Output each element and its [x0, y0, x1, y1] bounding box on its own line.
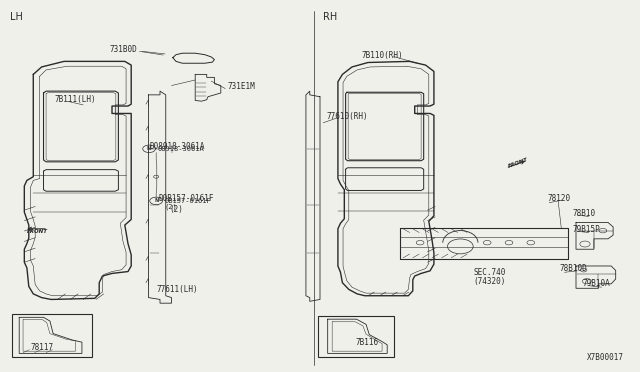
Text: 78117: 78117: [31, 343, 54, 352]
Text: 731B0D: 731B0D: [110, 45, 138, 54]
Text: Ð08918-3061A: Ð08918-3061A: [150, 142, 206, 151]
Text: 78120: 78120: [547, 194, 570, 203]
Text: RH: RH: [323, 12, 337, 22]
Text: 7B110(RH): 7B110(RH): [362, 51, 403, 60]
Text: N: N: [147, 146, 151, 151]
Text: N: N: [154, 198, 158, 203]
Bar: [318, 316, 394, 357]
Text: 78B10D: 78B10D: [560, 264, 588, 273]
Text: FRONT: FRONT: [27, 229, 48, 234]
Text: (2): (2): [170, 205, 184, 214]
Text: 79B10A: 79B10A: [582, 279, 610, 288]
Text: 77610(RH): 77610(RH): [326, 112, 368, 121]
Text: X7B00017: X7B00017: [587, 353, 624, 362]
Text: 731E1M: 731E1M: [227, 82, 255, 91]
Text: 7B116: 7B116: [355, 338, 378, 347]
Text: 0B157-0161F: 0B157-0161F: [164, 198, 211, 204]
Bar: [12, 314, 92, 357]
Text: 7B111(LH): 7B111(LH): [54, 95, 96, 104]
Text: SEC.740: SEC.740: [474, 268, 506, 277]
Text: 78B10: 78B10: [573, 209, 596, 218]
Text: FRONT: FRONT: [508, 157, 529, 169]
Text: 08918-3061A: 08918-3061A: [157, 146, 204, 152]
Text: Ð0B157-0161F: Ð0B157-0161F: [159, 194, 214, 203]
Text: 79B15P: 79B15P: [573, 225, 600, 234]
Text: LH: LH: [10, 12, 22, 22]
Text: (74320): (74320): [474, 278, 506, 286]
Text: (2): (2): [164, 203, 177, 210]
Text: 77611(LH): 77611(LH): [157, 285, 198, 294]
